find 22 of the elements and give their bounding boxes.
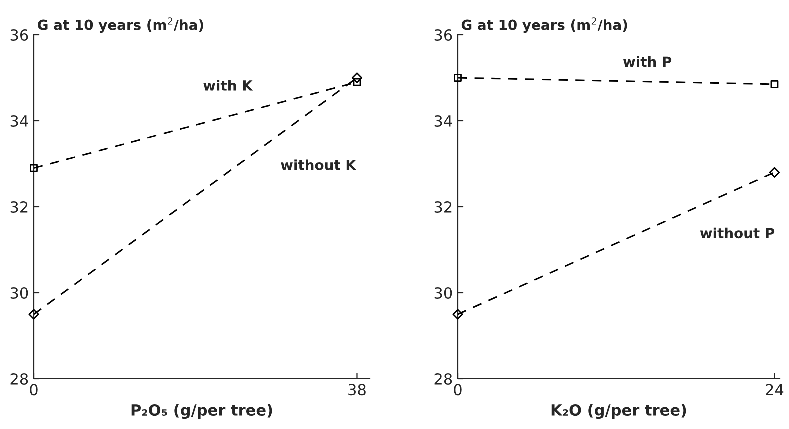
- series-label: without P: [700, 228, 775, 239]
- y-axis-title: G at 10 years (m$^{2}$/ha): [38, 18, 204, 34]
- series-label: with P: [624, 56, 672, 68]
- y-tick-label: 30: [434, 287, 452, 300]
- y-tick-label: 28: [434, 373, 452, 386]
- x-tick-label: 24: [766, 384, 784, 396]
- x-tick-label: 0: [454, 384, 462, 396]
- series-label: without K: [281, 160, 357, 170]
- series-label: with K: [204, 80, 254, 91]
- y-tick-label: 32: [10, 201, 28, 214]
- y-tick-label: 28: [10, 373, 28, 386]
- x-axis-title: P₂O₅ (g/per tree): [132, 404, 272, 420]
- x-tick-label: 38: [348, 384, 366, 396]
- y-tick-label: 30: [10, 287, 28, 300]
- y-tick-label: 36: [10, 29, 28, 42]
- y-tick-label: 32: [434, 201, 452, 214]
- x-axis-title: K₂O (g/per tree): [552, 404, 686, 420]
- x-tick-label: 0: [30, 384, 38, 396]
- y-tick-label: 36: [434, 29, 452, 42]
- y-axis-title: G at 10 years (m$^{2}$/ha): [462, 18, 628, 34]
- y-tick-label: 34: [434, 115, 452, 128]
- y-tick-label: 34: [10, 115, 28, 128]
